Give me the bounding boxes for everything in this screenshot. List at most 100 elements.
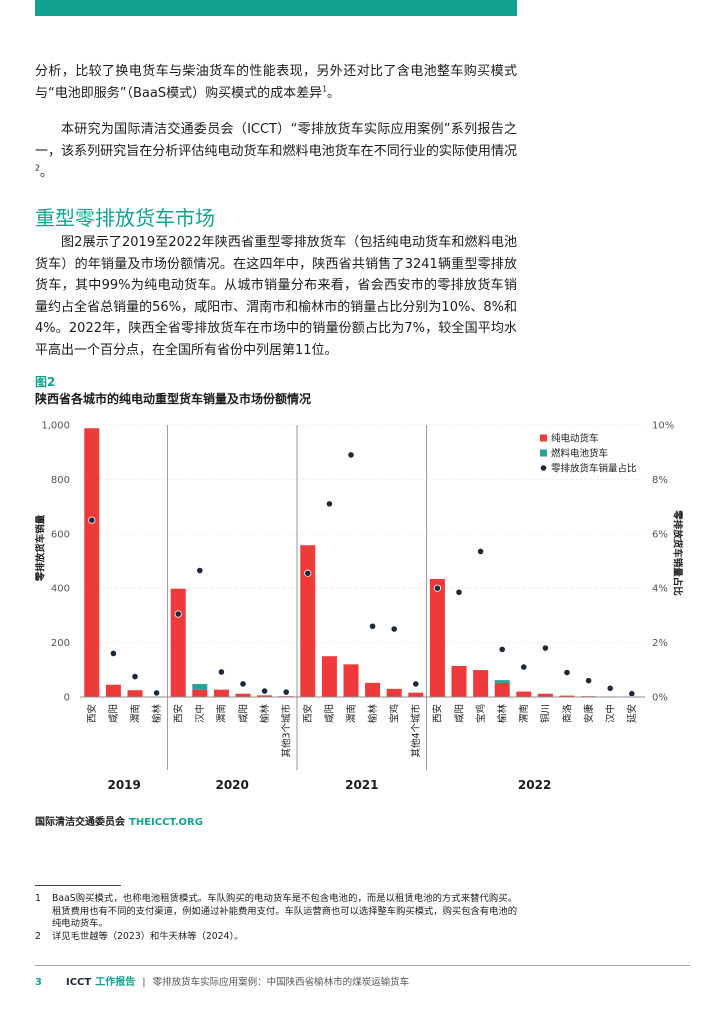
category-label: 渭南	[129, 704, 141, 723]
share-dot	[563, 668, 571, 677]
category-label: 咸阳	[108, 704, 120, 723]
figure-title: 陕西省各城市的纯电动重型货车销量及市场份额情况	[35, 392, 312, 406]
category-label: 榆林	[497, 704, 509, 724]
series-paragraph: 本研究为国际清洁交通委员会（ICCT）“零排放货车实际应用案例”系列报告之一，该…	[35, 119, 517, 184]
category-label: 榆林	[259, 704, 271, 724]
category-label: 其他4个城市	[410, 704, 422, 758]
year-label: 2022	[518, 778, 551, 792]
category-label: 宝鸡	[475, 704, 487, 723]
year-label: 2020	[215, 778, 248, 792]
category-label: 渭南	[345, 704, 357, 723]
share-dot	[174, 610, 182, 618]
intro-paragraph-text: 分析，比较了换电货车与柴油货车的性能表现，另外还对比了含电池整车购买模式与“电池…	[35, 64, 517, 101]
bev-bar	[213, 689, 229, 697]
footnote-text: BaaS购买模式，也称电池租赁模式。车队购买的电动货车是不包含电池的，而是以租赁…	[52, 893, 517, 930]
legend-label: 零排放货车销量占比	[551, 462, 637, 474]
category-label: 西安	[302, 704, 314, 723]
footnote-number: 2	[35, 930, 41, 942]
y-axis-tick-label: 200	[51, 638, 70, 649]
share-dot	[368, 622, 377, 630]
share-dot	[498, 645, 506, 653]
bev-bar	[429, 578, 445, 697]
year-label: 2019	[107, 778, 140, 792]
legend-swatch	[540, 449, 547, 457]
sales-share-chart: 0 200 400 600 800 1,000 0% 2% 4% 6% 8% 10% 2019 2020 2…	[34, 421, 684, 793]
share-dot	[347, 451, 355, 459]
share-dot	[239, 680, 247, 688]
share-dot	[433, 584, 441, 592]
figure-label: 图2	[35, 375, 56, 389]
footnote-ref-1: 1	[322, 84, 328, 94]
legend-swatch	[540, 434, 547, 442]
share-dot	[196, 566, 204, 575]
y2-axis-title: 零排放货车销量占比	[672, 509, 684, 596]
share-dot	[390, 625, 398, 633]
share-dot	[217, 668, 225, 676]
share-dot	[131, 672, 139, 681]
category-label: 西安	[173, 704, 185, 723]
share-dot	[282, 688, 290, 696]
category-label: 渭南	[216, 704, 228, 723]
y2-axis-tick-label: 4%	[652, 584, 668, 595]
source-org: 国际清洁交通委员会	[35, 817, 125, 828]
category-label: 汉中	[605, 704, 617, 723]
category-label: 安康	[583, 704, 595, 724]
source-url: THEICCT.ORG	[129, 817, 203, 828]
category-label: 西安	[432, 704, 444, 723]
share-dot	[455, 588, 463, 596]
section-heading: 重型零排放货车市场	[35, 206, 215, 230]
bev-bar	[127, 690, 143, 697]
share-dot	[606, 684, 614, 692]
category-label: 延安	[626, 704, 638, 723]
category-label: 其他3个城市	[281, 704, 293, 758]
bev-bar	[559, 695, 575, 697]
share-dot	[88, 516, 96, 524]
intro-paragraph-tail: 。	[327, 85, 341, 101]
y2-axis-tick-label: 8%	[652, 475, 668, 486]
year-label: 2021	[345, 778, 378, 792]
category-label: 榆林	[151, 704, 163, 724]
y2-axis-tick-label: 10%	[652, 421, 674, 432]
series-paragraph-tail: 。	[39, 165, 53, 181]
bev-bar	[257, 695, 273, 697]
footnotes: 1 BaaS购买模式，也称电池租赁模式。车队购买的电动货车是不包含电池的，而是以租…	[35, 893, 517, 943]
category-label: 咸阳	[324, 704, 336, 723]
footer-separator: |	[142, 977, 146, 988]
footer-divider	[35, 965, 690, 966]
share-dot	[153, 689, 161, 697]
share-dot	[304, 569, 312, 577]
bev-bar	[537, 693, 553, 697]
bev-bar	[105, 684, 121, 697]
footnote-divider	[35, 885, 121, 886]
category-label: 宝鸡	[389, 704, 401, 723]
header-accent-bar	[35, 0, 517, 16]
share-dot	[109, 649, 118, 658]
intro-paragraph: 分析，比较了换电货车与柴油货车的性能表现，另外还对比了含电池整车购买模式与“电池…	[35, 61, 517, 104]
y-axis-tick-label: 800	[51, 475, 70, 486]
share-dot	[584, 677, 593, 685]
series-paragraph-text: 本研究为国际清洁交通委员会（ICCT）“零排放货车实际应用案例”系列报告之一，该…	[35, 122, 517, 159]
footnote-2: 2 详见毛世越等（2023）和牛天林等（2024）。	[35, 931, 517, 944]
bev-bar	[451, 665, 467, 697]
bev-bar	[386, 688, 402, 697]
category-label: 咸阳	[453, 704, 465, 723]
report-title: 零排放货车实际应用案例：中国陕西省榆林市的煤炭运输货车	[152, 977, 410, 988]
market-paragraph: 图2展示了2019至2022年陕西省重型零排放货车（包括纯电动货车和燃料电池货车…	[35, 235, 517, 358]
footnote-number: 1	[35, 893, 41, 904]
category-label: 渭南	[518, 704, 530, 723]
share-dot	[476, 547, 485, 556]
legend-label: 燃料电池货车	[551, 447, 608, 459]
category-label: 榆林	[367, 704, 379, 724]
y-axis-tick-label: 1,000	[41, 421, 70, 432]
series-name: 工作报告	[95, 977, 136, 988]
share-dot	[260, 687, 269, 695]
bev-bar	[321, 656, 337, 697]
category-label: 商洛	[561, 704, 573, 724]
page-number: 3	[35, 977, 42, 988]
bev-bar	[235, 693, 251, 697]
page-footer: 3 ICCT 工作报告 | 零排放货车实际应用案例：中国陕西省榆林市的煤炭运输货车	[35, 976, 409, 990]
bev-bar	[473, 670, 489, 697]
bev-bar	[192, 689, 208, 697]
footnote-1: 1 BaaS购买模式，也称电池租赁模式。车队购买的电动货车是不包含电池的，而是以租…	[35, 893, 517, 931]
bev-bar	[343, 664, 359, 697]
